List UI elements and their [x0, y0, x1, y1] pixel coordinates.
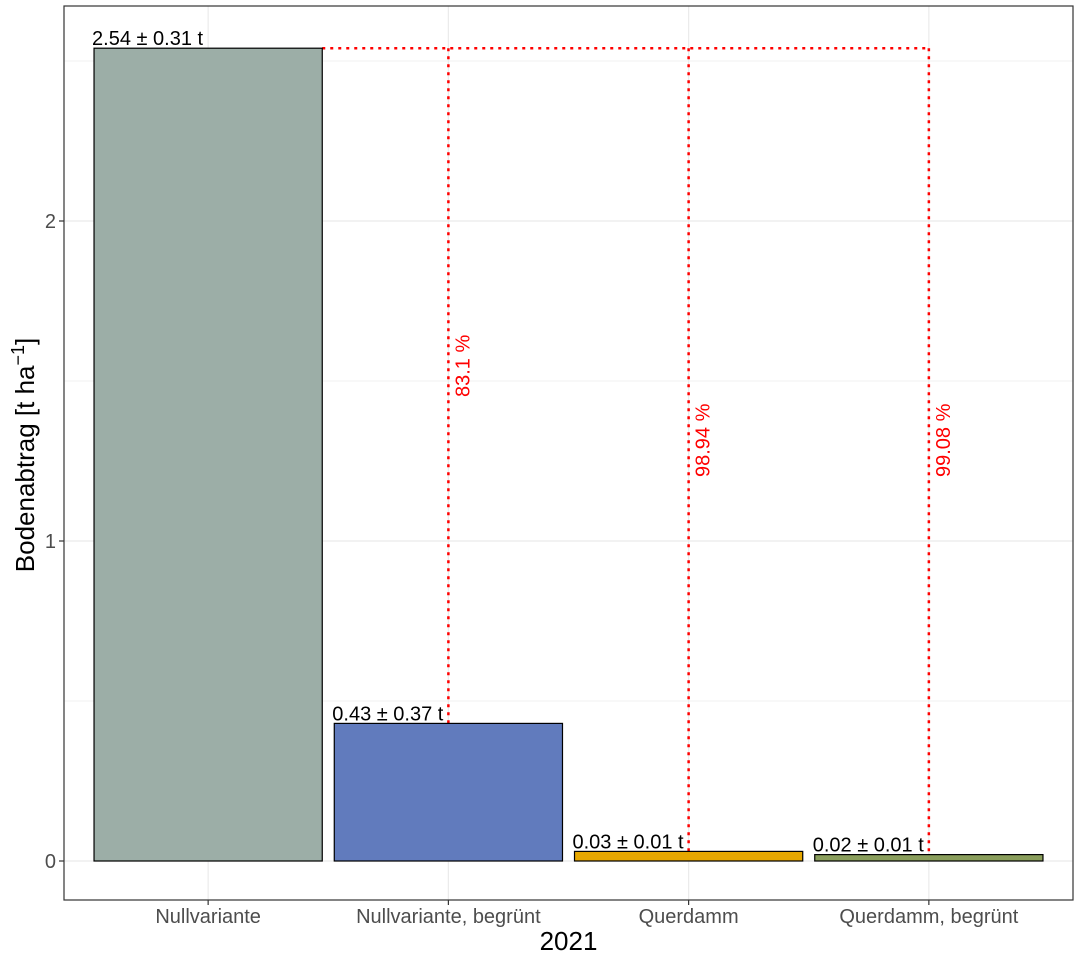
x-tick-label: Nullvariante [155, 906, 261, 928]
x-axis-title: 2021 [540, 926, 598, 956]
x-tick-label: Querdamm [639, 906, 739, 928]
bar-value-labels: 2.54 ± 0.31 t 0.43 ± 0.37 t 0.03 ± 0.01 t 0… [92, 28, 924, 856]
bar [573, 850, 804, 862]
bar [333, 722, 564, 862]
reduction-label: 83.1 % [452, 335, 474, 397]
x-axis-ticks: Nullvariante Nullvariante, begrünt Querdam… [155, 900, 1019, 928]
bar-value-label: 0.43 ± 0.37 t [332, 703, 443, 725]
y-tick-label: 1 [45, 531, 56, 553]
y-axis-title: Bodenabtrag [t ha−1] [8, 338, 40, 572]
reduction-label: 98.94 % [693, 403, 715, 477]
bar [814, 853, 1044, 862]
y-tick-label: 0 [45, 851, 56, 873]
x-tick-label: Querdamm, begrünt [839, 906, 1018, 928]
bar-value-label: 0.02 ± 0.01 t [813, 835, 924, 857]
reduction-reference-lines [322, 46, 931, 855]
reduction-labels: 83.1 % 98.94 % 99.08 % [452, 335, 954, 477]
x-tick-label: Nullvariante, begrünt [356, 906, 541, 928]
plot-panel-border [63, 5, 1074, 901]
y-axis-title-main: Bodenabtrag [t ha [10, 365, 40, 572]
y-axis-title-suffix: ] [10, 338, 40, 345]
y-axis-title-superscript: −1 [8, 345, 28, 366]
bar [93, 47, 323, 862]
bar-value-label: 2.54 ± 0.31 t [92, 28, 203, 50]
y-tick-label: 2 [45, 211, 56, 233]
bar-value-label: 0.03 ± 0.01 t [573, 831, 684, 853]
reduction-label: 99.08 % [933, 403, 955, 477]
bars [93, 47, 1044, 862]
y-axis-ticks: 0 1 2 [45, 211, 64, 873]
